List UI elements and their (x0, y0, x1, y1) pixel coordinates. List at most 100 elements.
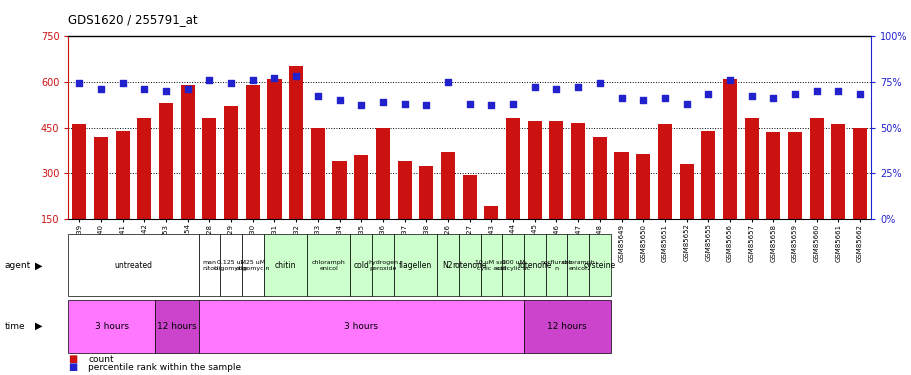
Bar (72, 124, 87, 266)
Point (245, 77, 260, 83)
Bar (159, 103, 173, 266)
Point (809, 88, 824, 94)
Text: ▶: ▶ (35, 260, 42, 270)
Bar (657, 124, 671, 266)
Point (94, 86, 108, 92)
Text: 12 hours: 12 hours (547, 322, 587, 331)
Bar (679, 164, 693, 266)
Point (223, 80, 238, 86)
Text: time: time (5, 322, 26, 331)
Text: agent: agent (5, 261, 31, 270)
Point (830, 88, 844, 94)
Bar (375, 128, 390, 266)
Bar (787, 132, 801, 266)
Bar (592, 137, 606, 266)
Point (548, 86, 563, 92)
Text: cold: cold (353, 261, 369, 270)
Text: ■: ■ (68, 362, 77, 372)
Point (635, 97, 650, 103)
Point (765, 95, 780, 101)
Text: 3 hours: 3 hours (95, 322, 128, 331)
Bar (809, 118, 823, 266)
Text: 3 hours: 3 hours (343, 322, 378, 331)
Bar (743, 118, 758, 266)
Point (592, 80, 607, 86)
Bar (180, 85, 195, 266)
Text: chloramph
enicol: chloramph enicol (560, 260, 594, 271)
Bar (419, 166, 433, 266)
Point (679, 100, 693, 106)
Text: GDS1620 / 255791_at: GDS1620 / 255791_at (68, 13, 198, 26)
Text: 1.25 uM
oligomycin: 1.25 uM oligomycin (235, 260, 270, 271)
Text: chloramph
enicol: chloramph enicol (312, 260, 345, 271)
Point (484, 102, 498, 108)
Bar (570, 123, 585, 266)
Bar (852, 128, 866, 266)
Bar (527, 122, 541, 266)
Point (115, 80, 129, 86)
Bar (202, 118, 216, 266)
Point (353, 102, 368, 108)
Point (202, 77, 217, 83)
Text: rotenone: rotenone (517, 261, 551, 270)
Point (787, 92, 802, 98)
Bar (548, 122, 563, 266)
Point (722, 77, 736, 83)
Bar (245, 85, 260, 266)
Text: percentile rank within the sample: percentile rank within the sample (88, 363, 241, 372)
Text: 100 uM
salicylic ac: 100 uM salicylic ac (496, 260, 529, 271)
Point (180, 86, 195, 92)
Point (570, 84, 585, 90)
Bar (353, 155, 368, 266)
Bar (484, 206, 498, 266)
Point (462, 100, 476, 106)
Text: N2: N2 (442, 261, 453, 270)
Text: flagellen: flagellen (398, 261, 432, 270)
Point (440, 79, 455, 85)
Text: 0.125 uM
oligomycin: 0.125 uM oligomycin (214, 260, 248, 271)
Bar (397, 161, 411, 266)
Bar (138, 118, 151, 266)
Text: 10 uM sali
cylic acid: 10 uM sali cylic acid (475, 260, 507, 271)
Bar (267, 78, 281, 266)
Text: hydrogen
peroxide: hydrogen peroxide (367, 260, 397, 271)
Text: rotenone: rotenone (452, 261, 486, 270)
Bar (440, 152, 455, 266)
Bar (831, 124, 844, 266)
Point (527, 84, 541, 90)
Bar (722, 78, 736, 266)
Bar (116, 130, 129, 266)
Bar (94, 137, 107, 266)
Bar (311, 128, 324, 266)
Text: ■: ■ (68, 354, 77, 364)
Point (657, 95, 671, 101)
Point (613, 95, 628, 101)
Point (289, 73, 303, 79)
Point (159, 88, 173, 94)
Bar (462, 175, 476, 266)
Bar (765, 132, 780, 266)
Text: norflurazo
n: norflurazo n (540, 260, 572, 271)
Text: cysteine: cysteine (583, 261, 615, 270)
Point (137, 86, 151, 92)
Text: chitin: chitin (274, 261, 296, 270)
Point (418, 102, 433, 108)
Point (375, 99, 390, 105)
Point (72, 80, 87, 86)
Text: man
nitol: man nitol (202, 260, 216, 271)
Point (267, 75, 281, 81)
Bar (701, 130, 714, 266)
Point (743, 93, 758, 99)
Bar (333, 161, 346, 266)
Text: count: count (88, 355, 114, 364)
Point (311, 93, 325, 99)
Point (506, 100, 520, 106)
Bar (614, 152, 628, 266)
Text: ▶: ▶ (35, 321, 42, 331)
Text: 12 hours: 12 hours (157, 322, 197, 331)
Point (852, 92, 866, 98)
Bar (506, 118, 519, 266)
Text: untreated: untreated (115, 261, 152, 270)
Point (332, 97, 346, 103)
Point (397, 100, 412, 106)
